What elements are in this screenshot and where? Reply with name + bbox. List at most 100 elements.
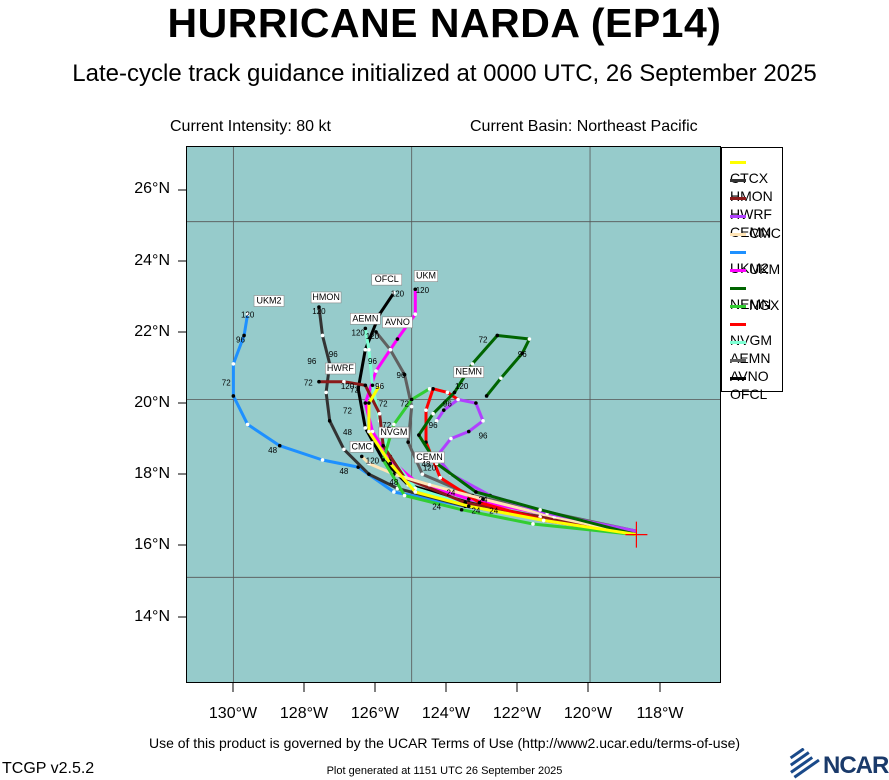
forecast-hour-label: 120	[423, 464, 437, 473]
chart-title: HURRICANE NARDA (EP14)	[167, 0, 722, 46]
forecast-hour-label: 120	[312, 307, 326, 316]
chart-subtitle: Late-cycle track guidance initialized at…	[72, 60, 817, 87]
track-point	[377, 383, 382, 388]
track-label-box	[453, 366, 485, 378]
track-point	[466, 497, 471, 501]
legend-item-ukm2: UKM2	[730, 243, 782, 276]
track-label-box	[325, 362, 356, 375]
track-point	[374, 369, 378, 373]
forecast-hour-label: 96	[397, 371, 406, 380]
forecast-hour-label: 96	[236, 336, 245, 345]
track-label-box	[414, 451, 445, 464]
track-point	[452, 390, 457, 395]
track-point	[363, 401, 368, 405]
forecast-hour-label: 120	[366, 332, 380, 341]
forecast-hour-label: 96	[329, 350, 338, 359]
track-label: HMON	[312, 292, 340, 302]
track-label-box	[310, 291, 342, 304]
legend-label: HWRF	[730, 206, 772, 222]
legend-item-ngx: NGX	[730, 297, 779, 314]
forecast-hour-label: 96	[518, 350, 527, 359]
forecast-hour-label: 120	[416, 286, 430, 295]
track-point	[434, 419, 439, 423]
forecast-hour-label: 24	[479, 496, 488, 505]
track-point	[231, 362, 236, 366]
version-label: TCGP v2.5.2	[2, 760, 95, 777]
lat-label-26: 26°N	[134, 180, 170, 197]
legend-item-ofcl: OFCL	[730, 369, 782, 402]
forecast-hour-label: 96	[443, 400, 452, 409]
legend-item-hmon: HMON	[730, 171, 782, 204]
forecast-hour-label: 24	[446, 489, 455, 498]
legend-swatch	[730, 286, 746, 290]
track-label-box	[382, 316, 413, 329]
track-point	[424, 408, 428, 412]
track-point	[367, 461, 371, 466]
track-point	[381, 443, 385, 448]
track-point	[459, 507, 464, 512]
ncar-logo-icon	[789, 748, 820, 779]
forecast-hour-label: 72	[400, 400, 409, 409]
forecast-hour-label: 120	[241, 311, 255, 320]
track-point	[409, 397, 414, 402]
legend-label: CTCX	[730, 170, 769, 186]
track-point	[242, 333, 246, 338]
forecast-hour-label: 48	[389, 478, 398, 487]
track-point	[499, 376, 503, 380]
legend-label: UKM	[749, 261, 781, 277]
track-label-box	[350, 312, 381, 325]
track-label-box	[413, 270, 439, 282]
legend-swatch	[730, 268, 746, 272]
forecast-hour-label: 120	[366, 457, 380, 466]
track-label: HWRF	[327, 363, 354, 373]
legend-swatch	[730, 376, 746, 380]
track-point	[363, 426, 368, 430]
track-point	[413, 287, 418, 292]
ncar-logo-text: NCAR	[823, 752, 889, 779]
track-point	[470, 362, 475, 366]
track-point	[481, 497, 485, 501]
track-label: UKM2	[257, 295, 282, 305]
track-point	[392, 422, 396, 427]
forecast-hour-label: 48	[268, 446, 277, 455]
track-point	[327, 419, 332, 423]
legend-item-nemn: NEMN	[730, 279, 782, 312]
forecast-hour-label: 96	[375, 382, 384, 391]
legend-swatch	[730, 358, 746, 362]
lat-label-18: 18°N	[134, 465, 170, 482]
forecast-hour-label: 72	[343, 407, 352, 416]
track-point	[474, 490, 478, 494]
track-point	[431, 387, 435, 391]
track-point	[245, 312, 250, 316]
track-point	[541, 518, 546, 523]
legend-swatch	[730, 232, 746, 236]
map-area[interactable]: UKM2 HMON OFCL UKM AEMN AVNO HWRF NEMN NVGM CMC CE…	[186, 146, 721, 683]
track-label: AEMN	[352, 313, 378, 323]
forecast-hour-label: 96	[307, 357, 316, 366]
track-map: UKM2 HMON OFCL UKM AEMN AVNO HWRF NEMN NVGM CMC CE…	[187, 147, 720, 682]
legend-label: NVGM	[730, 332, 772, 348]
track-label-box	[349, 440, 374, 453]
track-ctcx	[367, 384, 637, 537]
model-legend: CTCX HMON HWRF CEMN CMC UKM2 UKM NEMN NGX NVGM AEM…	[721, 147, 783, 402]
track-point	[481, 419, 485, 423]
legend-label: HMON	[730, 188, 773, 204]
forecast-hour-label: 120	[391, 289, 405, 298]
track-point	[342, 447, 346, 452]
current-intensity: Current Intensity: 80 kt	[170, 118, 331, 135]
legend-label: NEMN	[730, 296, 772, 312]
legend-label: CMC	[749, 225, 781, 241]
forecast-hour-label: 120	[341, 382, 355, 391]
track-point	[445, 390, 450, 395]
track-label: CMC	[352, 441, 373, 451]
track-point	[466, 504, 471, 508]
track-label: NEMN	[456, 367, 483, 377]
terms-of-use: Use of this product is governed by the U…	[148, 735, 741, 751]
legend-label: CEMN	[730, 224, 772, 240]
track-point	[370, 383, 375, 388]
track-point	[395, 337, 400, 341]
forecast-hour-label: 72	[222, 378, 231, 387]
legend-label: AEMN	[730, 350, 771, 366]
track-point	[438, 475, 443, 480]
